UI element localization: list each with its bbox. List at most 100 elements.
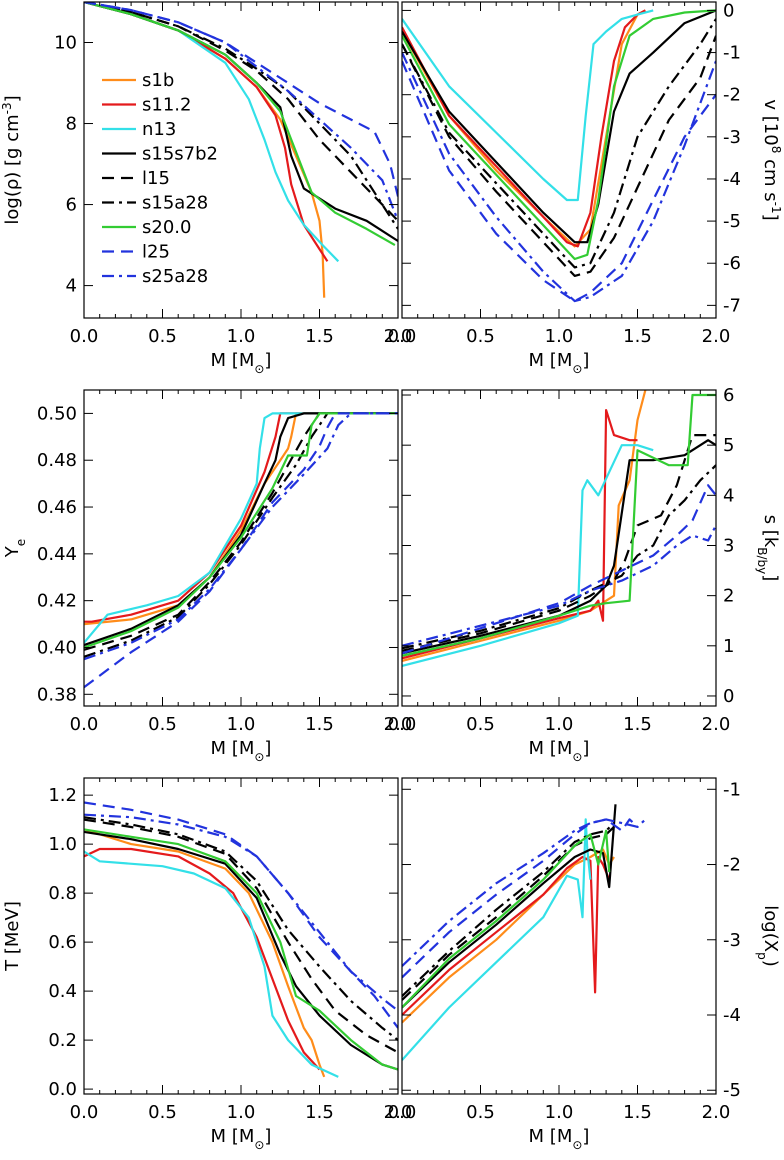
series-line-density-s15a28 <box>84 2 398 229</box>
y-tick-label-temperature: 1.2 <box>48 785 77 806</box>
y-tick-label-proton-fraction: -4 <box>723 1005 741 1026</box>
y-tick-label-density: 8 <box>66 114 77 135</box>
figure-canvas: 0.0 0.5 1.0 1.5 2.046810M [M⊙]log(ρ) [g cm-3… <box>0 0 784 1160</box>
x-tick-label-velocity: 1.5 <box>623 326 652 347</box>
x-axis-title-temperature: M [M⊙] <box>211 1126 272 1152</box>
series-line-velocity-s25a28 <box>402 53 716 302</box>
y-tick-label-entropy: 2 <box>723 586 734 607</box>
series-line-density-s11.2 <box>84 2 327 261</box>
y-tick-label-temperature: 0.2 <box>48 1030 77 1051</box>
plot-frame-temperature <box>84 778 398 1094</box>
series-line-density-l25 <box>84 2 398 197</box>
x-axis-title-density: M [M⊙] <box>211 350 272 376</box>
y-axis-title-temperature: T [MeV] <box>2 901 23 972</box>
x-tick-label-electron-fraction: 1.5 <box>305 714 334 735</box>
y-axis-title-electron-fraction: Ye <box>2 539 28 558</box>
y-tick-label-electron-fraction: 0.40 <box>37 637 77 658</box>
x-tick-label-proton-fraction: 0.0 <box>388 1102 417 1123</box>
x-tick-label-entropy: 1.0 <box>545 714 574 735</box>
x-tick-label-proton-fraction: 2.0 <box>702 1102 731 1123</box>
y-tick-label-temperature: 0.0 <box>48 1079 77 1100</box>
y-tick-label-entropy: 3 <box>723 535 734 556</box>
x-tick-label-velocity: 0.0 <box>388 326 417 347</box>
x-tick-label-entropy: 2.0 <box>702 714 731 735</box>
series-line-velocity-l15 <box>402 36 716 276</box>
x-tick-label-temperature: 0.5 <box>148 1102 177 1123</box>
series-line-density-l15 <box>84 2 398 221</box>
y-tick-label-density: 6 <box>66 195 77 216</box>
y-tick-label-density: 10 <box>54 33 77 54</box>
y-axis-title-proton-fraction: log(Xp) <box>755 905 781 966</box>
y-tick-label-velocity: 0 <box>723 0 734 21</box>
x-tick-label-electron-fraction: 0.0 <box>70 714 99 735</box>
x-tick-label-proton-fraction: 0.5 <box>466 1102 495 1123</box>
y-tick-label-velocity: -7 <box>723 295 741 316</box>
series-line-density-s20.0 <box>84 2 395 245</box>
legend-label-s25a28: s25a28 <box>142 266 208 287</box>
x-tick-label-density: 0.5 <box>148 326 177 347</box>
x-tick-label-temperature: 1.5 <box>305 1102 334 1123</box>
y-tick-label-velocity: -6 <box>723 253 741 274</box>
series-line-temperature-s15a28 <box>84 817 398 1040</box>
x-axis-title-velocity: M [M⊙] <box>529 350 590 376</box>
y-axis-title-velocity: v [108 cm s-1] <box>760 99 783 220</box>
series-line-entropy-l25 <box>402 485 716 653</box>
legend-label-s20.0: s20.0 <box>142 217 191 238</box>
legend-label-l15: l15 <box>142 168 170 189</box>
x-tick-label-proton-fraction: 1.5 <box>623 1102 652 1123</box>
y-tick-label-temperature: 0.6 <box>48 932 77 953</box>
y-tick-label-velocity: -2 <box>723 85 741 106</box>
x-tick-label-entropy: 1.5 <box>623 714 652 735</box>
y-tick-label-density: 4 <box>66 276 77 297</box>
series-line-proton-fraction-s20.0 <box>402 831 609 1008</box>
x-tick-label-density: 0.0 <box>70 326 99 347</box>
x-axis-title-proton-fraction: M [M⊙] <box>529 1126 590 1152</box>
x-axis-title-entropy: M [M⊙] <box>529 738 590 764</box>
x-tick-label-entropy: 0.5 <box>466 714 495 735</box>
x-axis-title-electron-fraction: M [M⊙] <box>211 738 272 764</box>
y-tick-label-entropy: 5 <box>723 435 734 456</box>
plot-frame-entropy <box>402 390 716 706</box>
plot-frame-density <box>84 2 398 318</box>
x-tick-label-electron-fraction: 1.0 <box>227 714 256 735</box>
y-tick-label-velocity: -5 <box>723 211 741 232</box>
y-axis-title-density: log(ρ) [g cm-3] <box>0 95 23 224</box>
x-tick-label-electron-fraction: 0.5 <box>148 714 177 735</box>
y-tick-label-proton-fraction: -2 <box>723 855 741 876</box>
y-tick-label-entropy: 4 <box>723 485 734 506</box>
y-tick-label-entropy: 6 <box>723 385 734 406</box>
x-tick-label-proton-fraction: 1.0 <box>545 1102 574 1123</box>
series-line-temperature-l15 <box>84 820 398 1053</box>
x-tick-label-density: 1.5 <box>305 326 334 347</box>
y-tick-label-proton-fraction: -1 <box>723 779 741 800</box>
x-tick-label-temperature: 0.0 <box>70 1102 99 1123</box>
y-tick-label-electron-fraction: 0.46 <box>37 497 77 518</box>
y-tick-label-proton-fraction: -3 <box>723 930 741 951</box>
y-tick-label-electron-fraction: 0.38 <box>37 684 77 705</box>
plot-frame-proton-fraction <box>402 778 716 1094</box>
series-line-electron-fraction-l25 <box>84 413 398 687</box>
legend-label-l25: l25 <box>142 242 170 263</box>
series-line-density-s25a28 <box>84 2 398 221</box>
legend-label-s15s7b2: s15s7b2 <box>142 144 218 165</box>
legend-label-s1b: s1b <box>142 70 174 91</box>
y-tick-label-velocity: -3 <box>723 127 741 148</box>
x-tick-label-temperature: 1.0 <box>227 1102 256 1123</box>
x-tick-label-density: 1.0 <box>227 326 256 347</box>
x-tick-label-entropy: 0.0 <box>388 714 417 735</box>
y-tick-label-temperature: 0.4 <box>48 981 77 1002</box>
y-axis-title-entropy: s [kB/by] <box>755 515 781 582</box>
legend-label-s15a28: s15a28 <box>142 193 208 214</box>
x-tick-label-velocity: 2.0 <box>702 326 731 347</box>
series-line-velocity-s15s7b2 <box>402 10 716 242</box>
series-line-density-s15s7b2 <box>84 2 398 241</box>
y-tick-label-temperature: 1.0 <box>48 834 77 855</box>
y-tick-label-electron-fraction: 0.42 <box>37 591 77 612</box>
series-line-velocity-s15a28 <box>402 19 716 268</box>
y-tick-label-entropy: 1 <box>723 636 734 657</box>
x-tick-label-velocity: 1.0 <box>545 326 574 347</box>
y-tick-label-electron-fraction: 0.48 <box>37 450 77 471</box>
legend-label-n13: n13 <box>142 119 176 140</box>
y-tick-label-electron-fraction: 0.44 <box>37 544 77 565</box>
x-tick-label-velocity: 0.5 <box>466 326 495 347</box>
